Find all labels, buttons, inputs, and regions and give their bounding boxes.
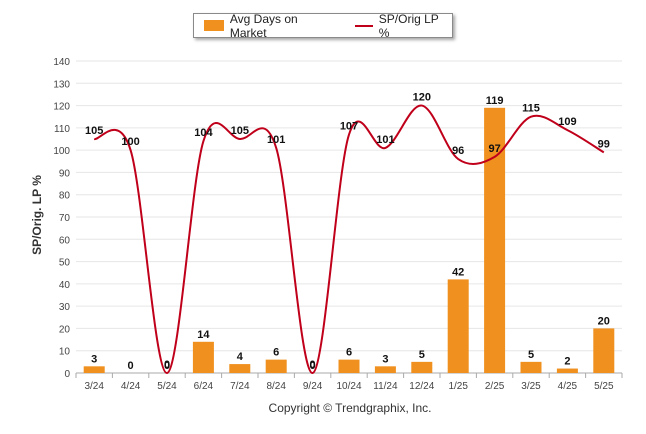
bar-data-label: 5 xyxy=(528,349,534,361)
bar xyxy=(338,359,360,373)
bar-data-label: 2 xyxy=(564,356,570,368)
bar-data-label: 5 xyxy=(419,349,425,361)
bar-series xyxy=(83,107,615,374)
line-data-label: 100 xyxy=(121,136,139,148)
bar xyxy=(265,359,287,373)
y-tick-labels: 0 10 20 30 40 50 60 70 80 90 100 110 120 130 140 xyxy=(53,57,70,380)
bar xyxy=(374,366,396,373)
y-tick-label: 120 xyxy=(53,102,70,113)
y-tick-label: 40 xyxy=(59,280,71,291)
bar xyxy=(411,361,433,373)
line-swatch-icon xyxy=(354,24,373,27)
line-data-label: 97 xyxy=(488,143,500,155)
bar-data-label: 0 xyxy=(164,360,170,372)
bar xyxy=(192,341,214,373)
line-data-label: 96 xyxy=(452,145,464,157)
line-data-label: 105 xyxy=(85,125,103,137)
x-tick-label: 4/24 xyxy=(121,381,141,392)
line-data-labels: 105 100 0 104 105 101 0 107 101 120 96 97 115 109 99 xyxy=(85,92,610,371)
bar xyxy=(83,366,105,373)
legend: Avg Days on Market SP/Orig LP % xyxy=(193,12,453,40)
y-tick-label: 30 xyxy=(59,302,71,313)
y-tick-label: 140 xyxy=(53,57,70,68)
line-data-label: 99 xyxy=(598,138,610,150)
bar-data-label: 0 xyxy=(128,360,134,372)
y-tick-label: 20 xyxy=(59,324,71,335)
y-tick-label: 60 xyxy=(59,235,71,246)
line-data-label: 107 xyxy=(340,121,358,133)
y-tick-label: 100 xyxy=(53,146,70,157)
bar xyxy=(520,361,542,373)
bar xyxy=(593,328,615,373)
x-tick-label: 3/24 xyxy=(84,381,104,392)
bar-data-label: 119 xyxy=(486,95,504,107)
y-tick-label: 10 xyxy=(59,347,71,358)
x-tick-label: 3/25 xyxy=(521,381,541,392)
line-data-label: 104 xyxy=(194,127,213,139)
copyright-text: Copyright © Trendgraphix, Inc. xyxy=(268,401,432,415)
line-data-label: 115 xyxy=(522,103,540,115)
x-tick-label: 10/24 xyxy=(336,381,361,392)
y-tick-label: 90 xyxy=(59,168,71,179)
bar-swatch-icon xyxy=(204,20,224,31)
bar-data-label: 0 xyxy=(310,360,316,372)
y-tick-label: 130 xyxy=(53,79,70,90)
x-tick-label: 11/24 xyxy=(373,381,398,392)
x-tick-label: 1/25 xyxy=(448,381,468,392)
bar-data-label: 6 xyxy=(346,347,352,359)
legend-line-label: SP/Orig LP % xyxy=(378,11,439,40)
x-tick-label: 7/24 xyxy=(230,381,250,392)
bar-data-label: 20 xyxy=(598,315,610,327)
y-axis-label: SP/Orig. LP % xyxy=(30,175,44,255)
line-data-label: 109 xyxy=(558,116,576,128)
x-tick-label: 9/24 xyxy=(303,381,323,392)
bar xyxy=(229,364,251,373)
x-tick-label: 2/25 xyxy=(485,381,505,392)
bar-data-label: 4 xyxy=(237,351,244,363)
x-tick-label: 4/25 xyxy=(558,381,578,392)
y-tick-label: 80 xyxy=(59,191,71,202)
y-tick-label: 110 xyxy=(54,124,70,135)
legend-bar-label: Avg Days on Market xyxy=(229,11,298,40)
line-data-label: 101 xyxy=(376,134,394,146)
x-tick-label: 5/25 xyxy=(594,381,614,392)
bar xyxy=(556,368,578,373)
line-data-label: 0 xyxy=(310,359,316,371)
line-data-label: 105 xyxy=(231,125,249,137)
y-tick-label: 50 xyxy=(59,258,71,269)
y-tick-label: 70 xyxy=(59,213,71,224)
line-data-label: 101 xyxy=(267,134,285,146)
legend-item-bar[interactable]: Avg Days on Market xyxy=(194,12,337,40)
bar-data-label: 3 xyxy=(382,353,388,365)
x-tick-label: 8/24 xyxy=(266,381,286,392)
line-series xyxy=(93,104,605,375)
bar-data-label: 14 xyxy=(197,329,210,341)
bar xyxy=(447,279,469,373)
bar xyxy=(484,107,506,374)
x-tick-label: 5/24 xyxy=(157,381,177,392)
bar-data-label: 3 xyxy=(91,353,97,365)
y-tick-label: 0 xyxy=(64,369,70,380)
line-data-label: 120 xyxy=(413,92,431,104)
bar-data-label: 42 xyxy=(452,266,464,278)
x-tick-label: 6/24 xyxy=(194,381,214,392)
x-tick-labels: 3/24 4/24 5/24 6/24 7/24 8/24 9/24 10/24 11/24 12… xyxy=(84,381,614,392)
grid-lines xyxy=(75,60,623,378)
legend-item-line[interactable]: SP/Orig LP % xyxy=(337,12,452,40)
line-data-label: 0 xyxy=(164,359,170,371)
line-series-path xyxy=(93,104,605,375)
x-tick-label: 12/24 xyxy=(409,381,434,392)
bar-data-label: 6 xyxy=(273,347,279,359)
bar-data-labels: 3 0 0 14 4 6 0 6 3 5 42 119 5 2 20 xyxy=(91,95,610,372)
